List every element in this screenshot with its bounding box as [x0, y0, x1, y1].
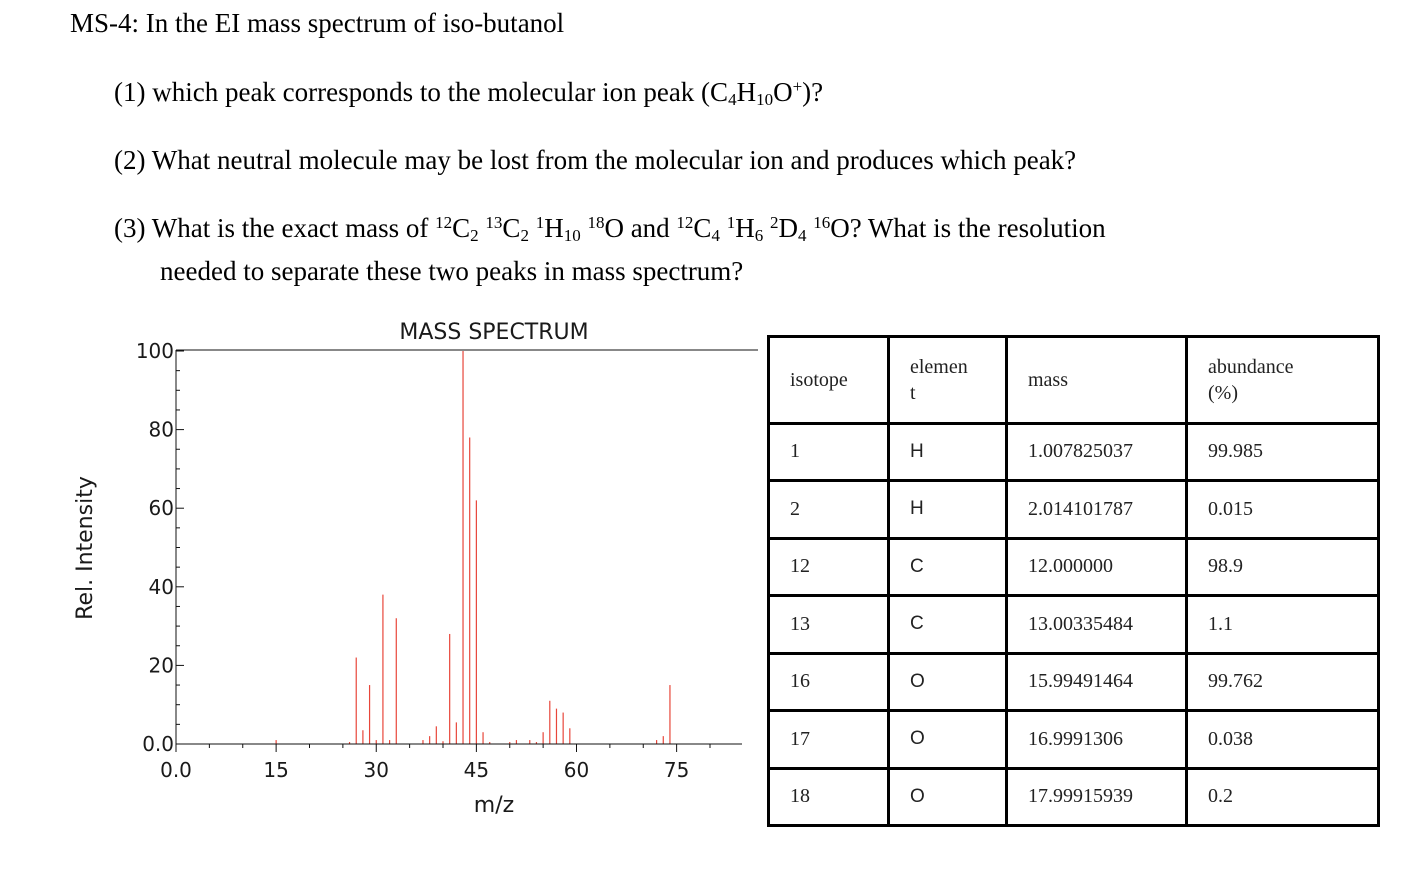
x-tick-label: 0.0 [160, 758, 192, 782]
y-tick-label: 20 [149, 653, 174, 677]
table-row: 1 H 1.007825037 99.985 [767, 421, 1380, 483]
cell-mass: 13.00335484 [1005, 594, 1188, 655]
cell-isotope: 16 [767, 651, 890, 713]
x-tick-label: 60 [564, 758, 589, 782]
question-3-line-2: needed to separate these two peaks in ma… [160, 256, 744, 286]
cell-abundance: 98.9 [1185, 536, 1380, 598]
question-2: (2) What neutral molecule may be lost fr… [114, 145, 1077, 175]
table-row: 2 H 2.014101787 0.015 [767, 479, 1380, 540]
cell-element: C [887, 536, 1008, 598]
cell-abundance: 1.1 [1185, 594, 1380, 655]
header-isotope: isotope [767, 335, 890, 425]
table-row: 18 O 17.99915939 0.2 [767, 766, 1380, 828]
cell-element: O [887, 651, 1008, 713]
cell-isotope: 18 [767, 766, 890, 828]
cell-mass: 1.007825037 [1005, 421, 1188, 483]
table-row: 17 O 16.9991306 0.038 [767, 709, 1380, 770]
cell-isotope: 13 [767, 594, 890, 655]
cell-abundance: 0.015 [1185, 479, 1380, 540]
cell-abundance: 0.2 [1185, 766, 1380, 828]
cell-mass: 2.014101787 [1005, 479, 1188, 540]
y-tick-label: 0.0 [142, 732, 174, 756]
question-1: (1) which peak corresponds to the molecu… [114, 77, 824, 109]
cell-isotope: 2 [767, 479, 890, 540]
y-tick-label: 100 [136, 339, 174, 363]
cell-element: O [887, 766, 1008, 828]
cell-mass: 12.000000 [1005, 536, 1188, 598]
peaks-group [275, 351, 671, 744]
table-row: 12 C 12.000000 98.9 [767, 536, 1380, 598]
chart-title: MASS SPECTRUM [399, 320, 588, 345]
axes-group: 0.0 20 40 60 80 100 0.0 15 30 45 60 75 [136, 339, 742, 782]
x-tick-label: 45 [464, 758, 489, 782]
table-row: 16 O 15.99491464 99.762 [767, 651, 1380, 713]
cell-element: O [887, 709, 1008, 770]
cell-isotope: 17 [767, 709, 890, 770]
cell-isotope: 1 [767, 421, 890, 483]
cell-abundance: 0.038 [1185, 709, 1380, 770]
cell-mass: 16.9991306 [1005, 709, 1188, 770]
x-tick-label: 75 [664, 758, 689, 782]
question-title: MS-4: In the EI mass spectrum of iso-but… [70, 8, 565, 38]
mass-spectrum-chart: MASS SPECTRUM 0.0 20 40 60 80 100 0.0 15 30 45 60 7… [73, 320, 758, 818]
cell-isotope: 12 [767, 536, 890, 598]
x-tick-label: 30 [364, 758, 389, 782]
cell-element: C [887, 594, 1008, 655]
cell-abundance: 99.762 [1185, 651, 1380, 713]
y-axis-label: Rel. Intensity [73, 476, 98, 620]
cell-abundance: 99.985 [1185, 421, 1380, 483]
header-mass: mass [1005, 335, 1188, 425]
cell-mass: 17.99915939 [1005, 766, 1188, 828]
question-3: (3) What is the exact mass of 12C2 13C2 … [114, 213, 1106, 245]
y-tick-label: 80 [149, 418, 174, 442]
cell-mass: 15.99491464 [1005, 651, 1188, 713]
x-axis-label: m/z [474, 793, 514, 818]
table-row: 13 C 13.00335484 1.1 [767, 594, 1380, 655]
header-element: elemen t [887, 335, 1008, 425]
y-tick-label: 40 [149, 575, 174, 599]
table-header-row: isotope elemen t mass abundance (%) [767, 335, 1380, 425]
y-tick-label: 60 [149, 496, 174, 520]
cell-element: H [887, 479, 1008, 540]
header-abundance: abundance (%) [1185, 335, 1380, 425]
isotope-table: isotope elemen t mass abundance (%) 1 H 1.00… [767, 335, 1380, 828]
x-tick-label: 15 [263, 758, 288, 782]
cell-element: H [887, 421, 1008, 483]
